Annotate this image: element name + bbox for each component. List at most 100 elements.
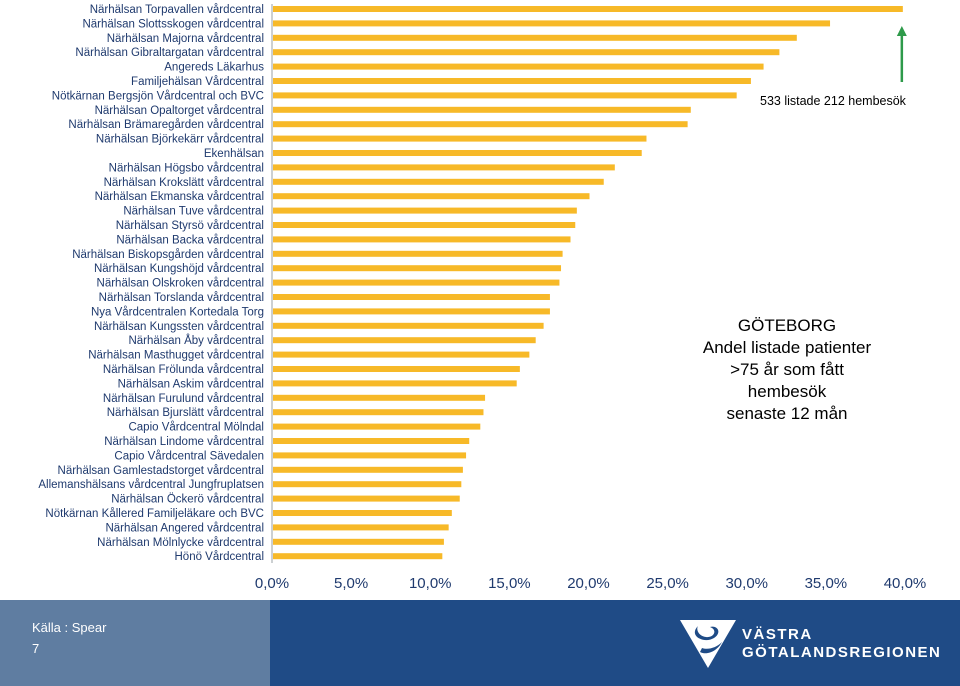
bar <box>273 524 449 531</box>
bar <box>273 308 550 315</box>
category-label: Capio Vårdcentral Sävedalen <box>114 450 264 462</box>
category-label: Närhälsan Opaltorget vårdcentral <box>95 105 264 117</box>
category-label: Närhälsan Backa vårdcentral <box>116 234 264 246</box>
category-label: Närhälsan Slottsskogen vårdcentral <box>82 18 264 30</box>
category-label: Närhälsan Mölnlycke vårdcentral <box>97 537 264 549</box>
logo-line-2: GÖTALANDSREGIONEN <box>742 644 942 661</box>
bar <box>273 553 443 560</box>
category-label: Närhälsan Frölunda vårdcentral <box>103 364 264 376</box>
category-label: Närhälsan Åby vårdcentral <box>128 334 264 347</box>
x-tick-label: 15,0% <box>488 575 531 592</box>
category-label: Närhälsan Biskopsgården vårdcentral <box>72 249 264 261</box>
footer-dark-band <box>270 600 960 686</box>
bar <box>273 394 486 401</box>
callout-line-2: Andel listade patienter <box>702 338 872 357</box>
category-label: Nötkärnan Kållered Familjeläkare och BVC <box>45 508 264 520</box>
bar <box>273 481 462 488</box>
x-tick-label: 35,0% <box>805 575 848 592</box>
bar <box>273 366 520 372</box>
bar <box>273 150 642 156</box>
bar <box>273 337 536 344</box>
x-tick-label: 10,0% <box>409 575 452 592</box>
logo-wordmark: VÄSTRA GÖTALANDSREGIONEN <box>742 626 941 662</box>
bar <box>273 121 688 128</box>
category-label: Närhälsan Olskroken vårdcentral <box>97 278 264 290</box>
highlight-marker <box>896 26 907 82</box>
bar <box>273 438 470 444</box>
bar <box>273 250 563 257</box>
category-label: Närhälsan Kungshöjd vårdcentral <box>94 263 264 275</box>
category-labels: Närhälsan Torpavallen vårdcentral Närhäls… <box>38 4 264 563</box>
x-tick-labels: 0,0% 5,0% 10,0% 15,0% 20,0% 25,0% 30,0% 35,0% 40… <box>255 575 926 592</box>
category-label: Närhälsan Krokslätt vårdcentral <box>104 177 264 189</box>
bar <box>273 106 691 113</box>
bar <box>273 207 577 214</box>
bar <box>273 6 903 12</box>
category-label: Familjehälsan Vårdcentral <box>131 76 264 88</box>
vgr-logo-icon <box>680 620 736 668</box>
source-text: Källa : Spear <box>32 620 107 635</box>
category-label: Närhälsan Gamlestadstorget vårdcentral <box>58 465 264 477</box>
bar <box>273 409 484 416</box>
page-number: 7 <box>32 641 40 656</box>
bar <box>273 452 467 459</box>
bar <box>273 279 560 286</box>
bar <box>273 92 737 99</box>
bar <box>273 193 590 200</box>
category-label: Närhälsan Kungssten vårdcentral <box>94 321 264 333</box>
category-label: Hönö Vårdcentral <box>175 551 265 563</box>
bars-group <box>273 6 903 560</box>
x-tick-label: 30,0% <box>725 575 768 592</box>
logo-line-1: VÄSTRA <box>742 626 813 643</box>
category-label: Närhälsan Askim vårdcentral <box>118 378 264 390</box>
category-label: Närhälsan Torpavallen vårdcentral <box>90 4 264 16</box>
x-tick-label: 40,0% <box>884 575 927 592</box>
category-label: Allemanshälsans vårdcentral Jungfruplats… <box>38 479 264 491</box>
category-label: Närhälsan Gibraltargatan vårdcentral <box>75 47 264 59</box>
category-label: Närhälsan Bjurslätt vårdcentral <box>107 407 264 419</box>
callout-line-4: hembesök <box>747 382 827 401</box>
category-label: Nötkärnan Bergsjön Vårdcentral och BVC <box>52 90 264 102</box>
bar <box>273 510 452 516</box>
bar <box>273 265 562 272</box>
x-tick-label: 0,0% <box>255 575 289 592</box>
category-label: Närhälsan Björkekärr vårdcentral <box>96 134 264 146</box>
category-label: Capio Vårdcentral Mölndal <box>128 422 264 434</box>
bar <box>273 20 831 27</box>
bar <box>273 164 615 171</box>
bar <box>273 236 571 243</box>
bar <box>273 495 460 502</box>
bar <box>273 322 544 329</box>
bar <box>273 222 576 228</box>
category-label: Närhälsan Furulund vårdcentral <box>103 393 264 405</box>
bar <box>273 538 444 545</box>
category-label: Närhälsan Lindome vårdcentral <box>104 436 264 448</box>
bar <box>273 135 647 142</box>
category-label: Närhälsan Brämaregården vårdcentral <box>68 119 264 131</box>
bar <box>273 380 517 387</box>
category-label: Närhälsan Högsbo vårdcentral <box>109 162 264 174</box>
bar <box>273 466 463 473</box>
bar <box>273 294 550 300</box>
category-label: Närhälsan Ekmanska vårdcentral <box>95 191 264 203</box>
category-label: Närhälsan Majorna vårdcentral <box>107 33 264 45</box>
category-label: Nya Vårdcentralen Kortedala Torg <box>91 306 264 318</box>
x-tick-label: 5,0% <box>334 575 368 592</box>
category-label: Närhälsan Masthugget vårdcentral <box>88 350 264 362</box>
callout-line-5: senaste 12 mån <box>726 404 848 423</box>
callout-line-3: >75 år som fått <box>730 360 844 379</box>
x-tick-label: 20,0% <box>567 575 610 592</box>
bar-chart: Närhälsan Torpavallen vårdcentral Närhäls… <box>38 4 926 592</box>
bar <box>273 351 530 358</box>
x-tick-label: 25,0% <box>646 575 689 592</box>
bar <box>273 63 764 70</box>
bar <box>273 78 751 84</box>
category-label: Närhälsan Öckerö vårdcentral <box>111 494 264 506</box>
category-label: Närhälsan Tuve vårdcentral <box>123 206 264 218</box>
category-label: Närhälsan Styrsö vårdcentral <box>116 220 264 232</box>
bar <box>273 178 604 185</box>
callout-line-1: GÖTEBORG <box>737 316 837 335</box>
category-label: Angereds Läkarhus <box>164 62 264 74</box>
callout-box: GÖTEBORG Andel listade patienter >75 år … <box>692 315 882 425</box>
bar <box>273 423 481 430</box>
